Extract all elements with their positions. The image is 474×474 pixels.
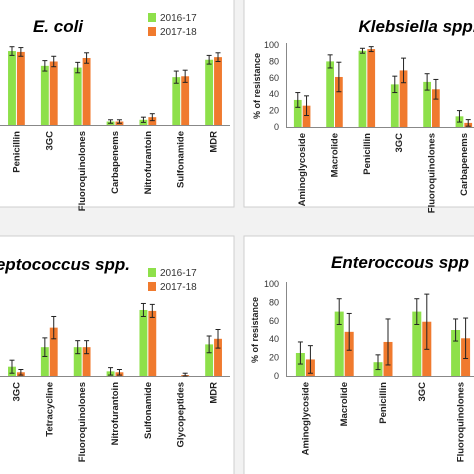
chart-title: Klebsiella spp. xyxy=(358,17,474,36)
chart-panel-3: reptococcus spp. 3GC Tetracycline Fluoroqui… xyxy=(0,235,235,474)
bar-2016-17 xyxy=(73,67,82,125)
y-tick-label: 60 xyxy=(269,316,279,326)
bar-2017-18 xyxy=(82,347,91,376)
bar-2016-17 xyxy=(358,50,367,127)
bar-2017-18 xyxy=(432,89,440,127)
bar-2017-18 xyxy=(49,61,58,125)
y-axis-label: % of resistance xyxy=(252,53,262,119)
legend-swatch xyxy=(148,27,156,36)
x-tick-label: Fluoroquinolones xyxy=(456,382,467,462)
bar-2016-17 xyxy=(205,344,214,376)
bar-2016-17 xyxy=(73,347,82,376)
y-tick-label: 20 xyxy=(269,353,279,363)
x-tick-label: Carbapenems xyxy=(459,133,470,196)
panel-frame xyxy=(0,0,235,208)
y-axis-label: % of resistance xyxy=(250,297,260,363)
chart-title: reptococcus spp. xyxy=(0,255,130,274)
chart-panel-2: Klebsiella spp. 0 20 40 60 80 100% of resistan… xyxy=(243,0,474,213)
x-tick-label: Fluoroquinolones xyxy=(77,131,88,211)
x-tick-label: Macrolide xyxy=(330,133,341,177)
x-tick-label: Penicillin xyxy=(378,382,389,424)
x-tick-label: Fluoroquinolones xyxy=(77,382,88,462)
legend-swatch xyxy=(148,282,156,291)
legend-label: 2017-18 xyxy=(160,27,197,38)
chart-panel-4: Enteroccous spp 0 20 40 60 80 100 % of resistan… xyxy=(243,235,474,474)
x-tick-label: Tetracycline xyxy=(44,382,55,437)
x-tick-label: MDR xyxy=(209,131,220,153)
x-tick-label: Carbapenems xyxy=(110,131,121,194)
bar-2017-18 xyxy=(302,105,311,127)
y-tick-label: 40 xyxy=(269,89,279,99)
x-tick-label: Aminoglycoside xyxy=(300,382,311,455)
x-tick-label: Sulfonamide xyxy=(143,382,154,439)
bar-2016-17 xyxy=(326,61,334,127)
bar-2017-18 xyxy=(214,338,222,376)
bar-2016-17 xyxy=(423,81,431,127)
legend-label: 2016-17 xyxy=(160,13,197,24)
x-tick-label: Fluoroquinolones xyxy=(427,133,438,213)
bar-2016-17 xyxy=(40,65,49,125)
x-tick-label: MDR xyxy=(209,382,220,404)
bar-2017-18 xyxy=(82,58,91,126)
bar-2016-17 xyxy=(293,99,302,127)
bar-2016-17 xyxy=(172,77,181,125)
bar-2017-18 xyxy=(214,57,222,125)
bar-2017-18 xyxy=(181,76,190,125)
y-tick-label: 20 xyxy=(269,106,279,116)
y-tick-label: 0 xyxy=(274,122,279,132)
x-tick-label: Macrolide xyxy=(339,382,350,426)
bar-2016-17 xyxy=(205,59,214,125)
bar-2017-18 xyxy=(16,51,25,125)
y-tick-label: 0 xyxy=(274,371,279,381)
y-tick-label: 100 xyxy=(264,279,279,289)
chart-title: Enteroccous spp xyxy=(331,253,469,272)
x-tick-label: Sulfonamide xyxy=(176,131,187,188)
bar-2017-18 xyxy=(399,70,408,127)
y-tick-label: 80 xyxy=(269,56,279,66)
chart-panel-1: E. coli Penicillin 3GC Fluoroquinolones Carb… xyxy=(0,0,235,211)
bar-2017-18 xyxy=(367,49,376,127)
bar-2017-18 xyxy=(344,331,354,376)
x-tick-label: 3GC xyxy=(417,382,428,402)
y-tick-label: 100 xyxy=(264,40,279,50)
x-tick-label: Nitrofurantoin xyxy=(110,382,121,446)
x-tick-label: 3GC xyxy=(11,382,22,402)
bar-2017-18 xyxy=(335,76,343,127)
bar-2016-17 xyxy=(412,311,422,376)
bar-2016-17 xyxy=(8,51,16,125)
bar-2016-17 xyxy=(451,330,461,376)
x-tick-label: Nitrofurantoin xyxy=(143,131,154,195)
legend-swatch xyxy=(148,13,156,22)
legend-swatch xyxy=(148,268,156,277)
x-tick-label: Penicillin xyxy=(11,131,22,173)
panel-frame xyxy=(0,235,235,474)
x-tick-label: 3GC xyxy=(44,131,55,151)
y-tick-label: 80 xyxy=(269,297,279,307)
bar-2016-17 xyxy=(139,309,148,376)
x-tick-label: Penicillin xyxy=(362,133,373,175)
bar-2016-17 xyxy=(40,347,49,376)
bar-2016-17 xyxy=(390,84,399,127)
x-tick-label: Aminoglycoside xyxy=(297,133,308,206)
bar-2017-18 xyxy=(148,310,157,376)
y-tick-label: 40 xyxy=(269,334,279,344)
panel-frame xyxy=(243,235,474,474)
chart-title: E. coli xyxy=(33,17,84,36)
legend-label: 2016-17 xyxy=(160,268,197,279)
y-tick-label: 60 xyxy=(269,73,279,83)
x-tick-label: 3GC xyxy=(394,133,405,153)
x-tick-label: Glycopeptides xyxy=(176,382,187,447)
legend-label: 2017-18 xyxy=(160,282,197,293)
bar-2016-17 xyxy=(334,311,344,376)
bar-2017-18 xyxy=(49,327,58,376)
